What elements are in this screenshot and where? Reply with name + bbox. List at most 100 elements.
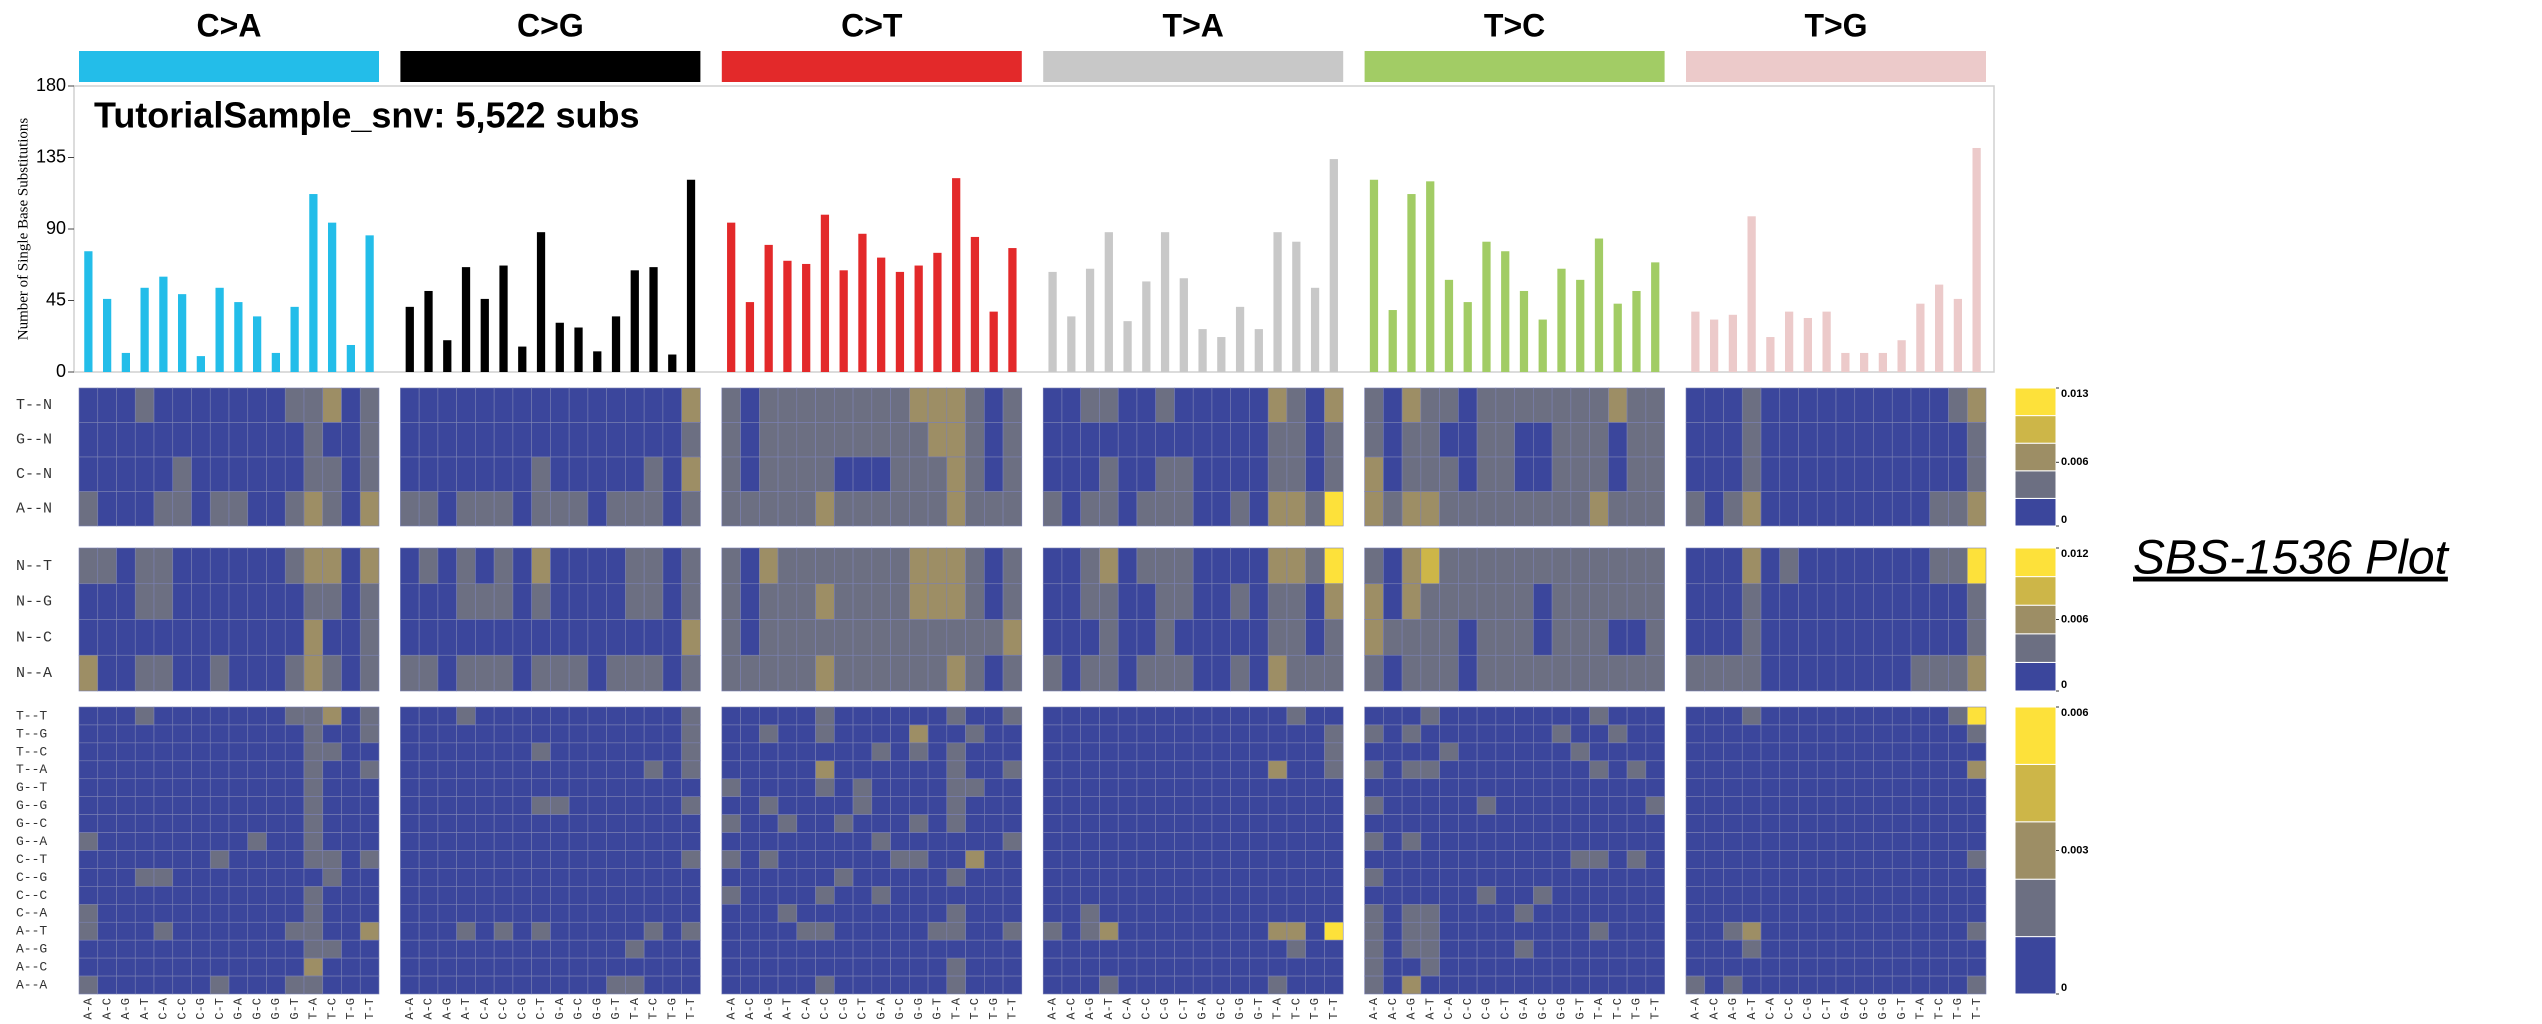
heatmap-cell: [284, 491, 305, 527]
heatmap-cell: [1117, 547, 1138, 585]
x-tick-label: A-T: [1745, 998, 1759, 1020]
heatmap-cell: [643, 814, 664, 833]
heatmap-cell: [777, 975, 798, 995]
heatmap-cell: [418, 921, 439, 941]
heatmap-cell: [1551, 583, 1572, 620]
heatmap-cell: [1891, 654, 1912, 692]
bar: [1632, 290, 1641, 372]
heatmap-cell: [1080, 742, 1100, 762]
heatmap-cell: [1230, 868, 1250, 887]
heatmap-cell: [1551, 547, 1572, 585]
heatmap-cell: [740, 456, 760, 492]
heatmap-cell: [740, 724, 760, 744]
heatmap-cell: [78, 456, 99, 492]
heatmap-cell: [1155, 904, 1175, 923]
heatmap-cell: [1364, 547, 1384, 585]
heatmap-cell: [1495, 724, 1515, 744]
heatmap-cell: [116, 868, 136, 887]
row-label: N--C: [16, 629, 52, 646]
heatmap-cell: [531, 778, 551, 797]
page-title: SBS-1536 Plot: [2133, 532, 2450, 585]
heatmap-cell: [740, 619, 760, 656]
heatmap-cell: [1741, 619, 1762, 656]
heatmap-cell: [116, 975, 136, 995]
heatmap-cell: [1551, 387, 1572, 423]
heatmap-cell: [400, 422, 420, 458]
heatmap-cell: [815, 886, 835, 905]
heatmap-cell: [1192, 957, 1213, 977]
row-label: A--T: [16, 924, 47, 939]
heatmap-cell: [191, 904, 211, 923]
heatmap-cell: [418, 832, 439, 851]
heatmap-cell: [758, 975, 779, 995]
heatmap-cell: [153, 760, 174, 780]
heatmap-cell: [1723, 742, 1743, 762]
heatmap-cell: [983, 491, 1004, 527]
heatmap-cell: [1741, 456, 1762, 492]
heatmap-cell: [1099, 886, 1119, 905]
bar: [593, 351, 602, 372]
heatmap-cell: [983, 724, 1004, 744]
heatmap-cell: [191, 957, 211, 977]
heatmap-cell: [1136, 778, 1156, 797]
heatmap-cell: [1420, 886, 1440, 905]
heatmap-cell: [134, 583, 155, 620]
heatmap-cell: [1267, 886, 1288, 905]
heatmap-cell: [134, 547, 155, 585]
heatmap-cell: [78, 850, 99, 869]
heatmap-cell: [740, 706, 760, 726]
heatmap-cell: [456, 387, 476, 423]
heatmap-cell: [1779, 706, 1799, 726]
heatmap-cell: [456, 778, 476, 797]
heatmap-cell: [606, 921, 626, 941]
heatmap-cell: [1966, 832, 1987, 851]
heatmap-cell: [1626, 939, 1647, 959]
x-tick-label: G-A: [874, 997, 888, 1019]
heatmap-cell: [1854, 868, 1874, 887]
heatmap-cell: [512, 422, 532, 458]
heatmap-cell: [1136, 706, 1156, 726]
heatmap-cell: [890, 456, 910, 492]
heatmap-cell: [1589, 796, 1609, 815]
x-tick-label: A-C: [100, 998, 114, 1020]
heatmap-cell: [456, 904, 476, 923]
x-tick-label: G-T: [1573, 998, 1587, 1020]
heatmap-cell: [359, 921, 380, 941]
colorbar-bin: [2014, 547, 2057, 578]
heatmap-cell: [1401, 778, 1422, 797]
heatmap-cell: [796, 760, 816, 780]
heatmap-cell: [1267, 491, 1288, 527]
heatmap-cell: [681, 760, 701, 780]
heatmap-cell: [1099, 868, 1119, 887]
bar: [405, 306, 414, 372]
heatmap-cell: [871, 456, 891, 492]
heatmap-cell: [1514, 814, 1534, 833]
heatmap-cell: [437, 886, 457, 905]
heatmap-cell: [303, 724, 324, 744]
heatmap-cell: [1099, 814, 1119, 833]
heatmap-cell: [1854, 387, 1874, 423]
heatmap-cell: [1873, 832, 1893, 851]
bar: [1710, 319, 1719, 372]
heatmap-cell: [228, 957, 249, 977]
heatmap-cell: [1002, 921, 1023, 941]
x-tick-label: T-G: [344, 998, 358, 1020]
heatmap-cell: [1779, 387, 1799, 423]
heatmap-cell: [266, 724, 286, 744]
heatmap-cell: [266, 422, 286, 458]
heatmap-cell: [172, 850, 192, 869]
heatmap-cell: [983, 387, 1004, 423]
heatmap-cell: [946, 921, 966, 941]
heatmap-cell: [493, 654, 514, 692]
heatmap-cell: [1211, 491, 1231, 527]
heatmap-cell: [1267, 456, 1288, 492]
heatmap-cell: [550, 796, 570, 815]
heatmap-cell: [1192, 868, 1213, 887]
heatmap-cell: [1230, 456, 1250, 492]
heatmap-cell: [1626, 706, 1647, 726]
heatmap-cell: [568, 904, 589, 923]
heatmap-cell: [625, 706, 645, 726]
heatmap-cell: [437, 778, 457, 797]
heatmap-cell: [1645, 422, 1665, 458]
heatmap-cell: [908, 939, 929, 959]
